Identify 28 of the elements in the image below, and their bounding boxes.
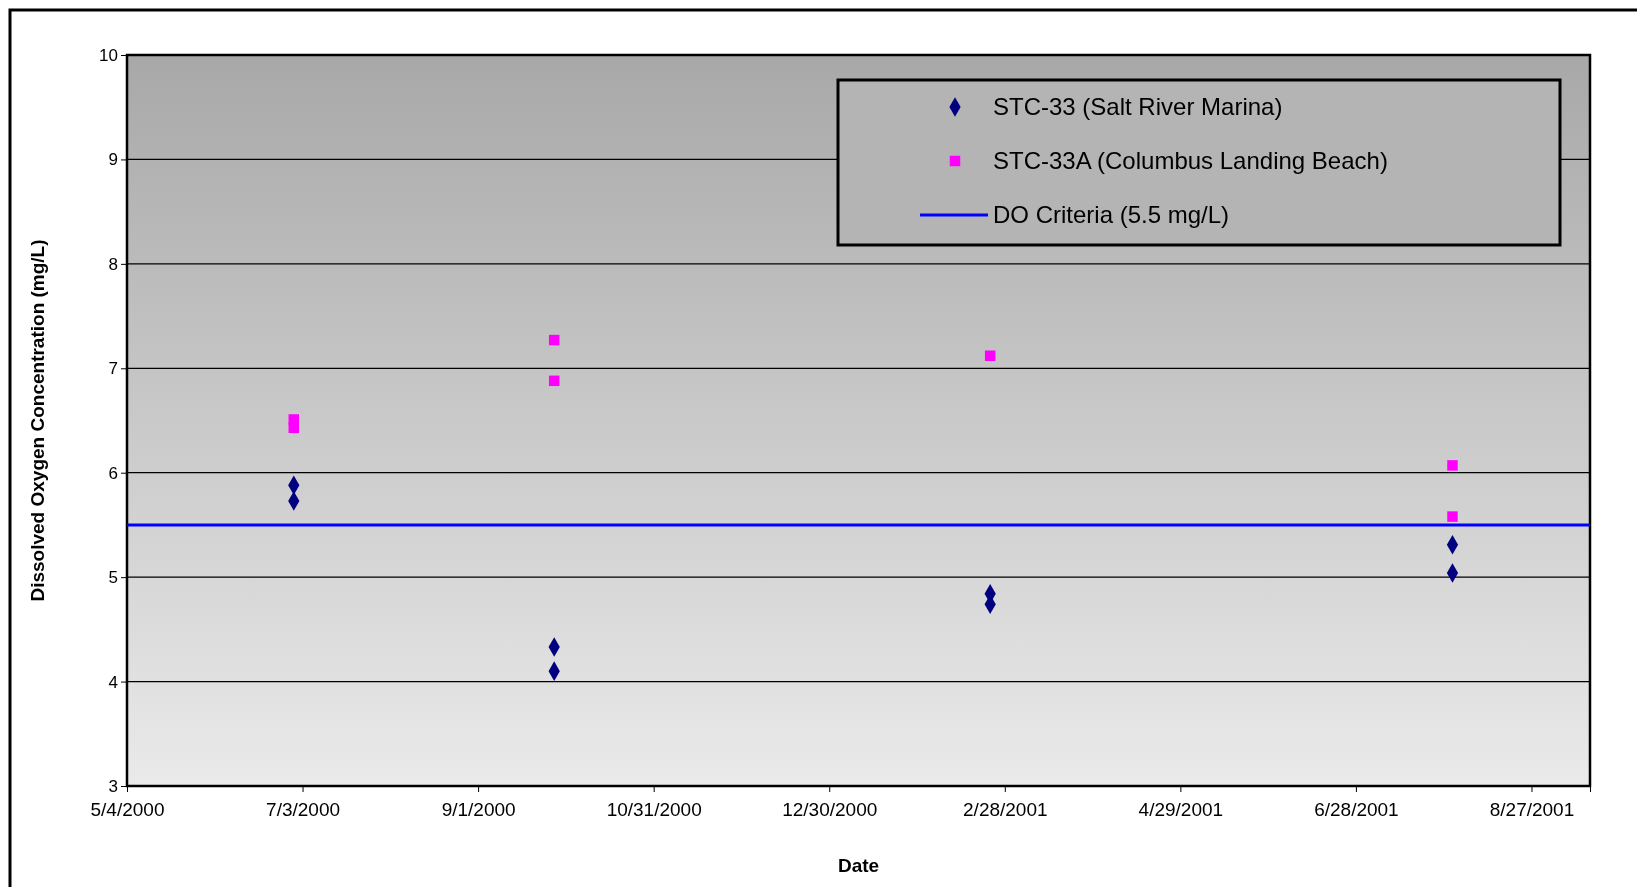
- y-tick-label: 4: [108, 672, 118, 692]
- x-tick-label: 4/29/2001: [1138, 798, 1224, 820]
- x-tick-label: 10/31/2000: [606, 798, 702, 820]
- x-tick-label: 9/1/2000: [441, 798, 516, 820]
- y-tick-label: 6: [108, 463, 118, 483]
- point: [984, 350, 996, 361]
- legend-label: DO Criteria (5.5 mg/L): [993, 201, 1230, 228]
- y-tick-label: 7: [108, 359, 118, 379]
- x-tick-label: 5/4/2000: [90, 798, 165, 820]
- legend-label: STC-33 (Salt River Marina): [993, 93, 1283, 120]
- y-tick-label: 10: [99, 45, 118, 65]
- x-tick-label: 8/27/2001: [1489, 798, 1575, 820]
- point: [548, 334, 560, 346]
- y-tick-label: 5: [108, 568, 118, 588]
- point: [288, 422, 300, 434]
- y-axis-title: Dissolved Oxygen Concentration (mg/L): [27, 239, 48, 602]
- x-tick-label: 6/28/2001: [1314, 798, 1399, 820]
- y-tick-label: 8: [108, 254, 118, 274]
- point: [1447, 511, 1458, 522]
- point: [548, 375, 560, 387]
- y-tick-label: 9: [108, 150, 118, 170]
- point: [1447, 460, 1458, 471]
- x-tick-label: 7/3/2000: [266, 798, 341, 820]
- x-axis-title: Date: [837, 855, 880, 876]
- legend-label: STC-33A (Columbus Landing Beach): [993, 147, 1388, 174]
- x-tick-label: 2/28/2001: [963, 798, 1048, 820]
- x-tick-label: 12/30/2000: [782, 798, 878, 820]
- y-tick-label: 3: [108, 776, 118, 796]
